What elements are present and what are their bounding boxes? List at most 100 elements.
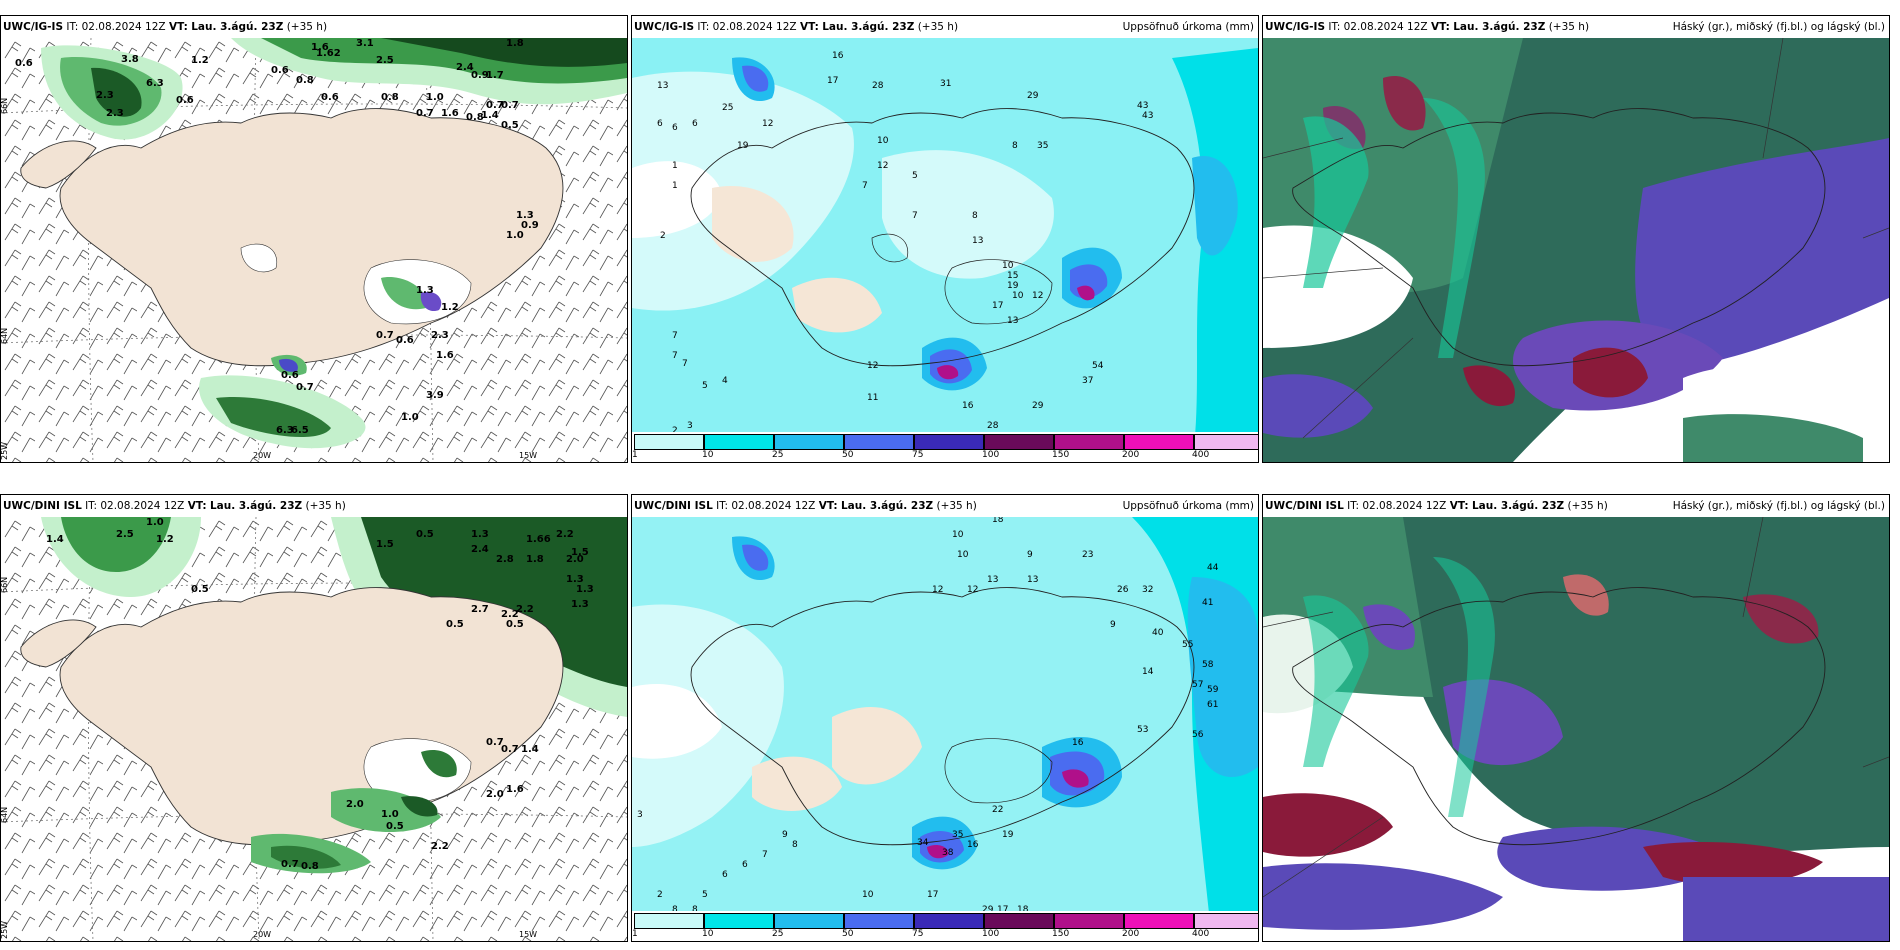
cloud-cover-map: [1263, 38, 1889, 462]
colorbar-tick: 10: [702, 450, 714, 460]
map-value-label: 0.7: [416, 108, 434, 119]
map-value-label: 13: [987, 575, 998, 585]
init-time: IT: 02.08.2024 12Z: [1347, 500, 1447, 512]
map-value-label: 28: [872, 81, 884, 91]
colorbar-tick: 75: [912, 929, 924, 939]
panel-header: UWC/DINI ISL IT: 02.08.2024 12Z VT: Lau.…: [632, 495, 1258, 517]
map-value-label: 17: [997, 905, 1008, 915]
map-value-label: 2.8: [496, 554, 514, 565]
map-value-label: 1.3: [576, 584, 594, 595]
map-value-label: 57: [1192, 680, 1203, 690]
map-value-label: 6.3: [276, 425, 294, 436]
map-value-label: 7: [672, 331, 678, 341]
valid-time: Lau. 3.ágú. 23Z: [1453, 21, 1546, 33]
map-value-label: 0.6: [396, 335, 414, 346]
map-value-label: 1.5: [571, 547, 589, 558]
colorbar-tick: 150: [1052, 929, 1070, 939]
colorbar-swatch: [1194, 913, 1258, 929]
valid-label: VT:: [818, 500, 838, 512]
map-value-label: 19: [1007, 281, 1019, 291]
accumulated-precip-map: 10 18 10 9 12 12 13 13 23 26 32 44 41 9 40 55 14 57 58 59 61…: [632, 517, 1258, 941]
map-value-label: 5: [702, 890, 708, 900]
map-value-label: 4: [722, 376, 728, 386]
forecast-offset: (+35 h): [1548, 21, 1590, 33]
lon-label-25w: 25W: [1, 442, 9, 460]
map-value-label: 11: [867, 393, 878, 403]
map-value-label: 1.6: [441, 108, 459, 119]
colorbar-tick: 400: [1192, 929, 1210, 939]
map-value-label: 8: [692, 905, 698, 915]
colorbar: 1 10 25 50 75 100 150 200 400: [632, 432, 1258, 462]
map-value-label: 10: [862, 890, 874, 900]
map-value-label: 2.0: [346, 799, 364, 810]
map-value-label: 7: [762, 850, 768, 860]
colorbar-tick: 75: [912, 450, 924, 460]
map-value-label: 17: [927, 890, 938, 900]
colorbar-tick: 1: [632, 450, 638, 460]
map-value-label: 55: [1182, 640, 1193, 650]
map-value-label: 2.5: [376, 55, 394, 66]
map-value-label: 1.8: [526, 554, 544, 565]
map-value-label: 25: [722, 103, 733, 113]
colorbar-tick: 200: [1122, 929, 1140, 939]
map-value-label: 6.3: [146, 78, 164, 89]
precip-value-labels: 1.4 2.51.00.51.2 1.50.5 1.3 1.66 2.21.52.42.8…: [46, 517, 594, 872]
colorbar-swatch: [774, 434, 844, 450]
map-value-label: 18: [1017, 905, 1029, 915]
map-value-label: 1.2: [156, 534, 174, 545]
map-value-label: 43: [1137, 101, 1148, 111]
map-value-label: 53: [1137, 725, 1148, 735]
map-value-label: 31: [940, 79, 951, 89]
colorbar-swatch: [634, 913, 704, 929]
panel-header: UWC/DINI ISL IT: 02.08.2024 12Z VT: Lau.…: [1, 495, 627, 517]
colorbar-tick: 50: [842, 450, 854, 460]
map-value-label: 2.2: [516, 604, 534, 615]
map-panel-top-middle: UWC/IG-IS IT: 02.08.2024 12Z VT: Lau. 3.…: [631, 15, 1259, 463]
valid-time: Lau. 3.ágú. 23Z: [1471, 500, 1565, 512]
panel-header: UWC/IG-IS IT: 02.08.2024 12Z VT: Lau. 3.…: [632, 16, 1258, 38]
map-value-label: 2.2: [556, 529, 574, 540]
model-name: UWC/IG-IS: [1265, 21, 1326, 33]
map-value-label: 54: [1092, 361, 1104, 371]
map-value-label: 0.9: [521, 220, 539, 231]
map-value-label: 13: [657, 81, 668, 91]
valid-label: VT:: [1449, 500, 1469, 512]
map-panel-bottom-right: UWC/DINI ISL IT: 02.08.2024 12Z VT: Lau.…: [1262, 494, 1890, 942]
colorbar-swatch: [1054, 434, 1124, 450]
map-value-label: 2: [660, 231, 666, 241]
map-value-label: 8: [1012, 141, 1018, 151]
map-value-label: 0.8: [466, 112, 484, 123]
colorbar-swatch: [1054, 913, 1124, 929]
accumulated-precip-map: 13 6 6 6 1 1 2 19 25 12 16 17 28 10 12 7 7 31 29 35 43 43 8 5 8 1…: [632, 38, 1258, 462]
map-value-label: 1.0: [401, 412, 419, 423]
map-value-label: 18: [992, 517, 1004, 525]
map-value-label: 1.7: [486, 70, 504, 81]
wind-precip-map: 66N 64N 25W 20W 15W 1.4 2.5 1.0 0.5 1.2 1.5 0.…: [1, 517, 627, 941]
map-panel-top-left: UWC/IG-IS IT: 02.08.2024 12Z VT: Lau. 3.…: [0, 15, 628, 463]
map-value-label: 16: [1072, 738, 1084, 748]
map-value-label: 61: [1207, 700, 1218, 710]
map-value-label: 1: [672, 181, 678, 191]
valid-label: VT:: [168, 21, 188, 33]
field-title: Háský (gr.), miðský (fj.bl.) og lágský (…: [1672, 21, 1885, 33]
model-name: UWC/DINI ISL: [1265, 500, 1344, 512]
map-value-label: 0.7: [486, 100, 504, 111]
map-value-label: 28: [987, 421, 999, 431]
map-value-label: 0.5: [416, 529, 434, 540]
map-value-label: 40: [1152, 628, 1164, 638]
map-value-label: 7: [862, 181, 868, 191]
map-value-label: 10: [1002, 261, 1014, 271]
colorbar-tick: 100: [982, 450, 1000, 460]
map-value-label: 1.2: [191, 55, 209, 66]
map-value-label: 0.7: [296, 382, 314, 393]
colorbar-swatch: [844, 434, 914, 450]
map-value-label: 19: [1002, 830, 1014, 840]
map-value-label: 3.9: [426, 390, 444, 401]
valid-time: Lau. 3.ágú. 23Z: [840, 500, 934, 512]
map-value-label: 2: [672, 426, 678, 436]
map-value-label: 2.7: [471, 604, 489, 615]
map-value-label: 1.4: [481, 110, 499, 121]
map-value-label: 1.4: [521, 744, 539, 755]
map-value-label: 29: [1032, 401, 1044, 411]
map-value-label: 13: [1007, 316, 1018, 326]
